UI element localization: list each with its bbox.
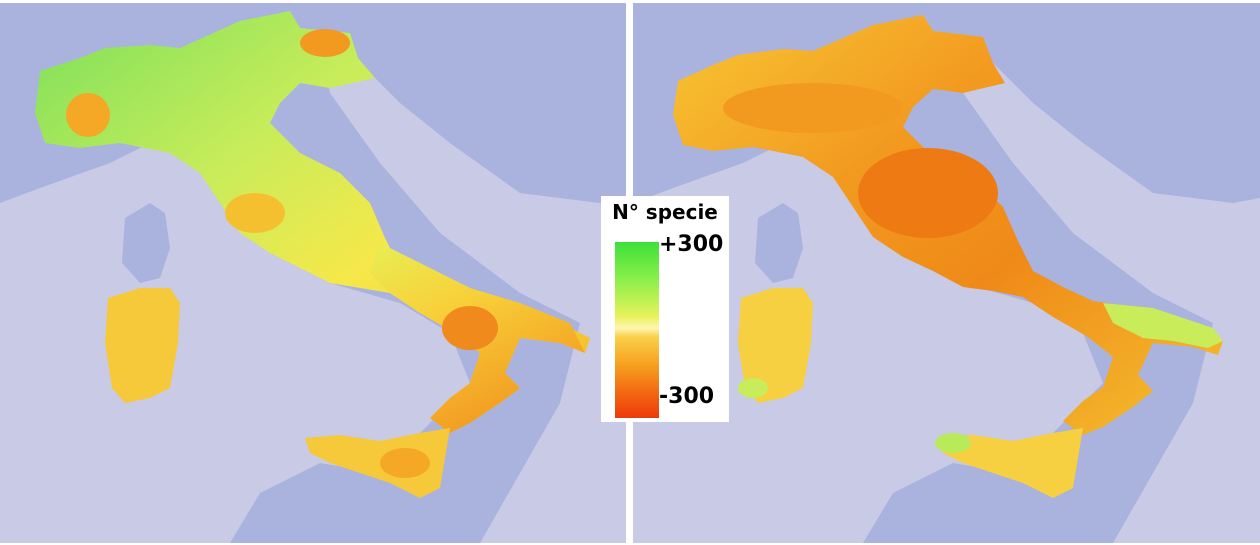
sicily [305, 428, 450, 498]
hotspot-alps-east [300, 29, 350, 57]
hotspot-calabria [442, 306, 498, 350]
legend-title: N° specie [612, 200, 718, 224]
sicily-right [938, 428, 1083, 498]
hotspot-central-apennines [858, 148, 998, 238]
sea-shallow [0, 43, 626, 543]
sardinia-right [738, 288, 813, 403]
sicily-west-green [935, 433, 971, 453]
hotspot-alps-west [66, 93, 110, 137]
species-change-map-left [0, 3, 626, 543]
hotspot-north [723, 83, 903, 133]
south-tip-green [1103, 303, 1223, 348]
hotspot-tuscany [225, 193, 285, 233]
sardinia [105, 288, 180, 403]
map-right-svg [633, 3, 1260, 543]
legend-max-label: +300 [659, 232, 724, 257]
sardinia-green-edge [738, 378, 768, 398]
color-legend: N° specie +300 -300 [601, 196, 729, 422]
legend-color-bar [615, 242, 659, 418]
corsica [122, 203, 170, 283]
hotspot-sicily [380, 448, 430, 478]
corsica-right [755, 203, 803, 283]
legend-min-label: -300 [659, 384, 715, 409]
map-left-svg [0, 3, 626, 543]
sea-shallow-right [633, 43, 1260, 543]
species-change-map-right [633, 3, 1260, 543]
